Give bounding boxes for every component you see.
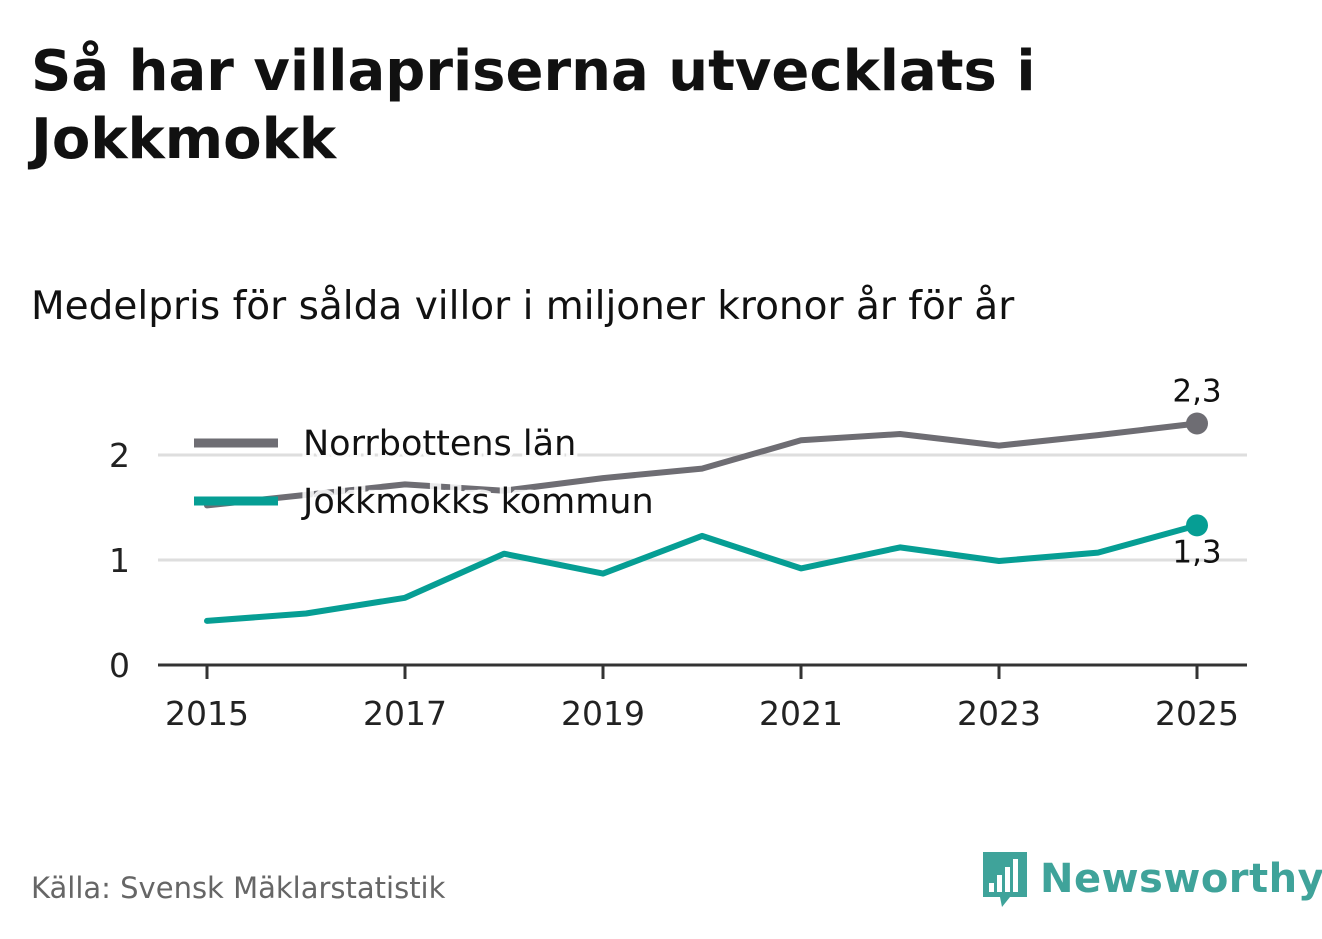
x-tick-label-2025: 2025	[1155, 694, 1239, 733]
x-tick-label-2015: 2015	[165, 694, 249, 733]
legend-label-norrbotten: Norrbottens län	[303, 424, 576, 464]
axes: 0 1 2 2015 2017 2019 2021 2023 2025	[109, 436, 1247, 733]
x-tick-label-2019: 2019	[561, 694, 645, 733]
data-label-jokkmokk: 1,3	[1172, 534, 1221, 570]
chart-title: Så har villapriserna utvecklats i Jokkmo…	[31, 39, 1036, 172]
legend-label-jokkmokk: Jokkmokks kommun	[301, 482, 654, 522]
y-tick-label-1: 1	[109, 541, 130, 580]
grid-lines	[158, 453, 1247, 562]
end-marker-norrbotten	[1186, 412, 1208, 435]
legend: Norrbottens län Jokkmokks kommun	[194, 420, 658, 526]
x-tick-label-2017: 2017	[363, 694, 447, 733]
data-label-norrbotten: 2,3	[1172, 374, 1221, 410]
x-tick-label-2023: 2023	[957, 694, 1041, 733]
brand-name: Newsworthy	[1040, 856, 1322, 902]
series-lines	[204, 412, 1208, 624]
y-tick-label-2: 2	[109, 436, 130, 475]
x-tick-label-2021: 2021	[759, 694, 843, 733]
end-marker-jokkmokk	[1186, 514, 1208, 537]
end-labels: 2,3 1,3	[1172, 374, 1221, 571]
y-tick-label-0: 0	[109, 646, 130, 685]
brand-logo: Newsworthy	[980, 848, 1322, 910]
bar-chart-speech-bubble-icon	[983, 852, 1027, 907]
chart-subtitle: Medelpris för sålda villor i miljoner kr…	[31, 284, 1015, 329]
series-line-norrbotten	[204, 420, 1200, 509]
series-line-jokkmokk	[204, 522, 1200, 624]
source-note: Källa: Svensk Mäklarstatistik	[31, 871, 446, 905]
